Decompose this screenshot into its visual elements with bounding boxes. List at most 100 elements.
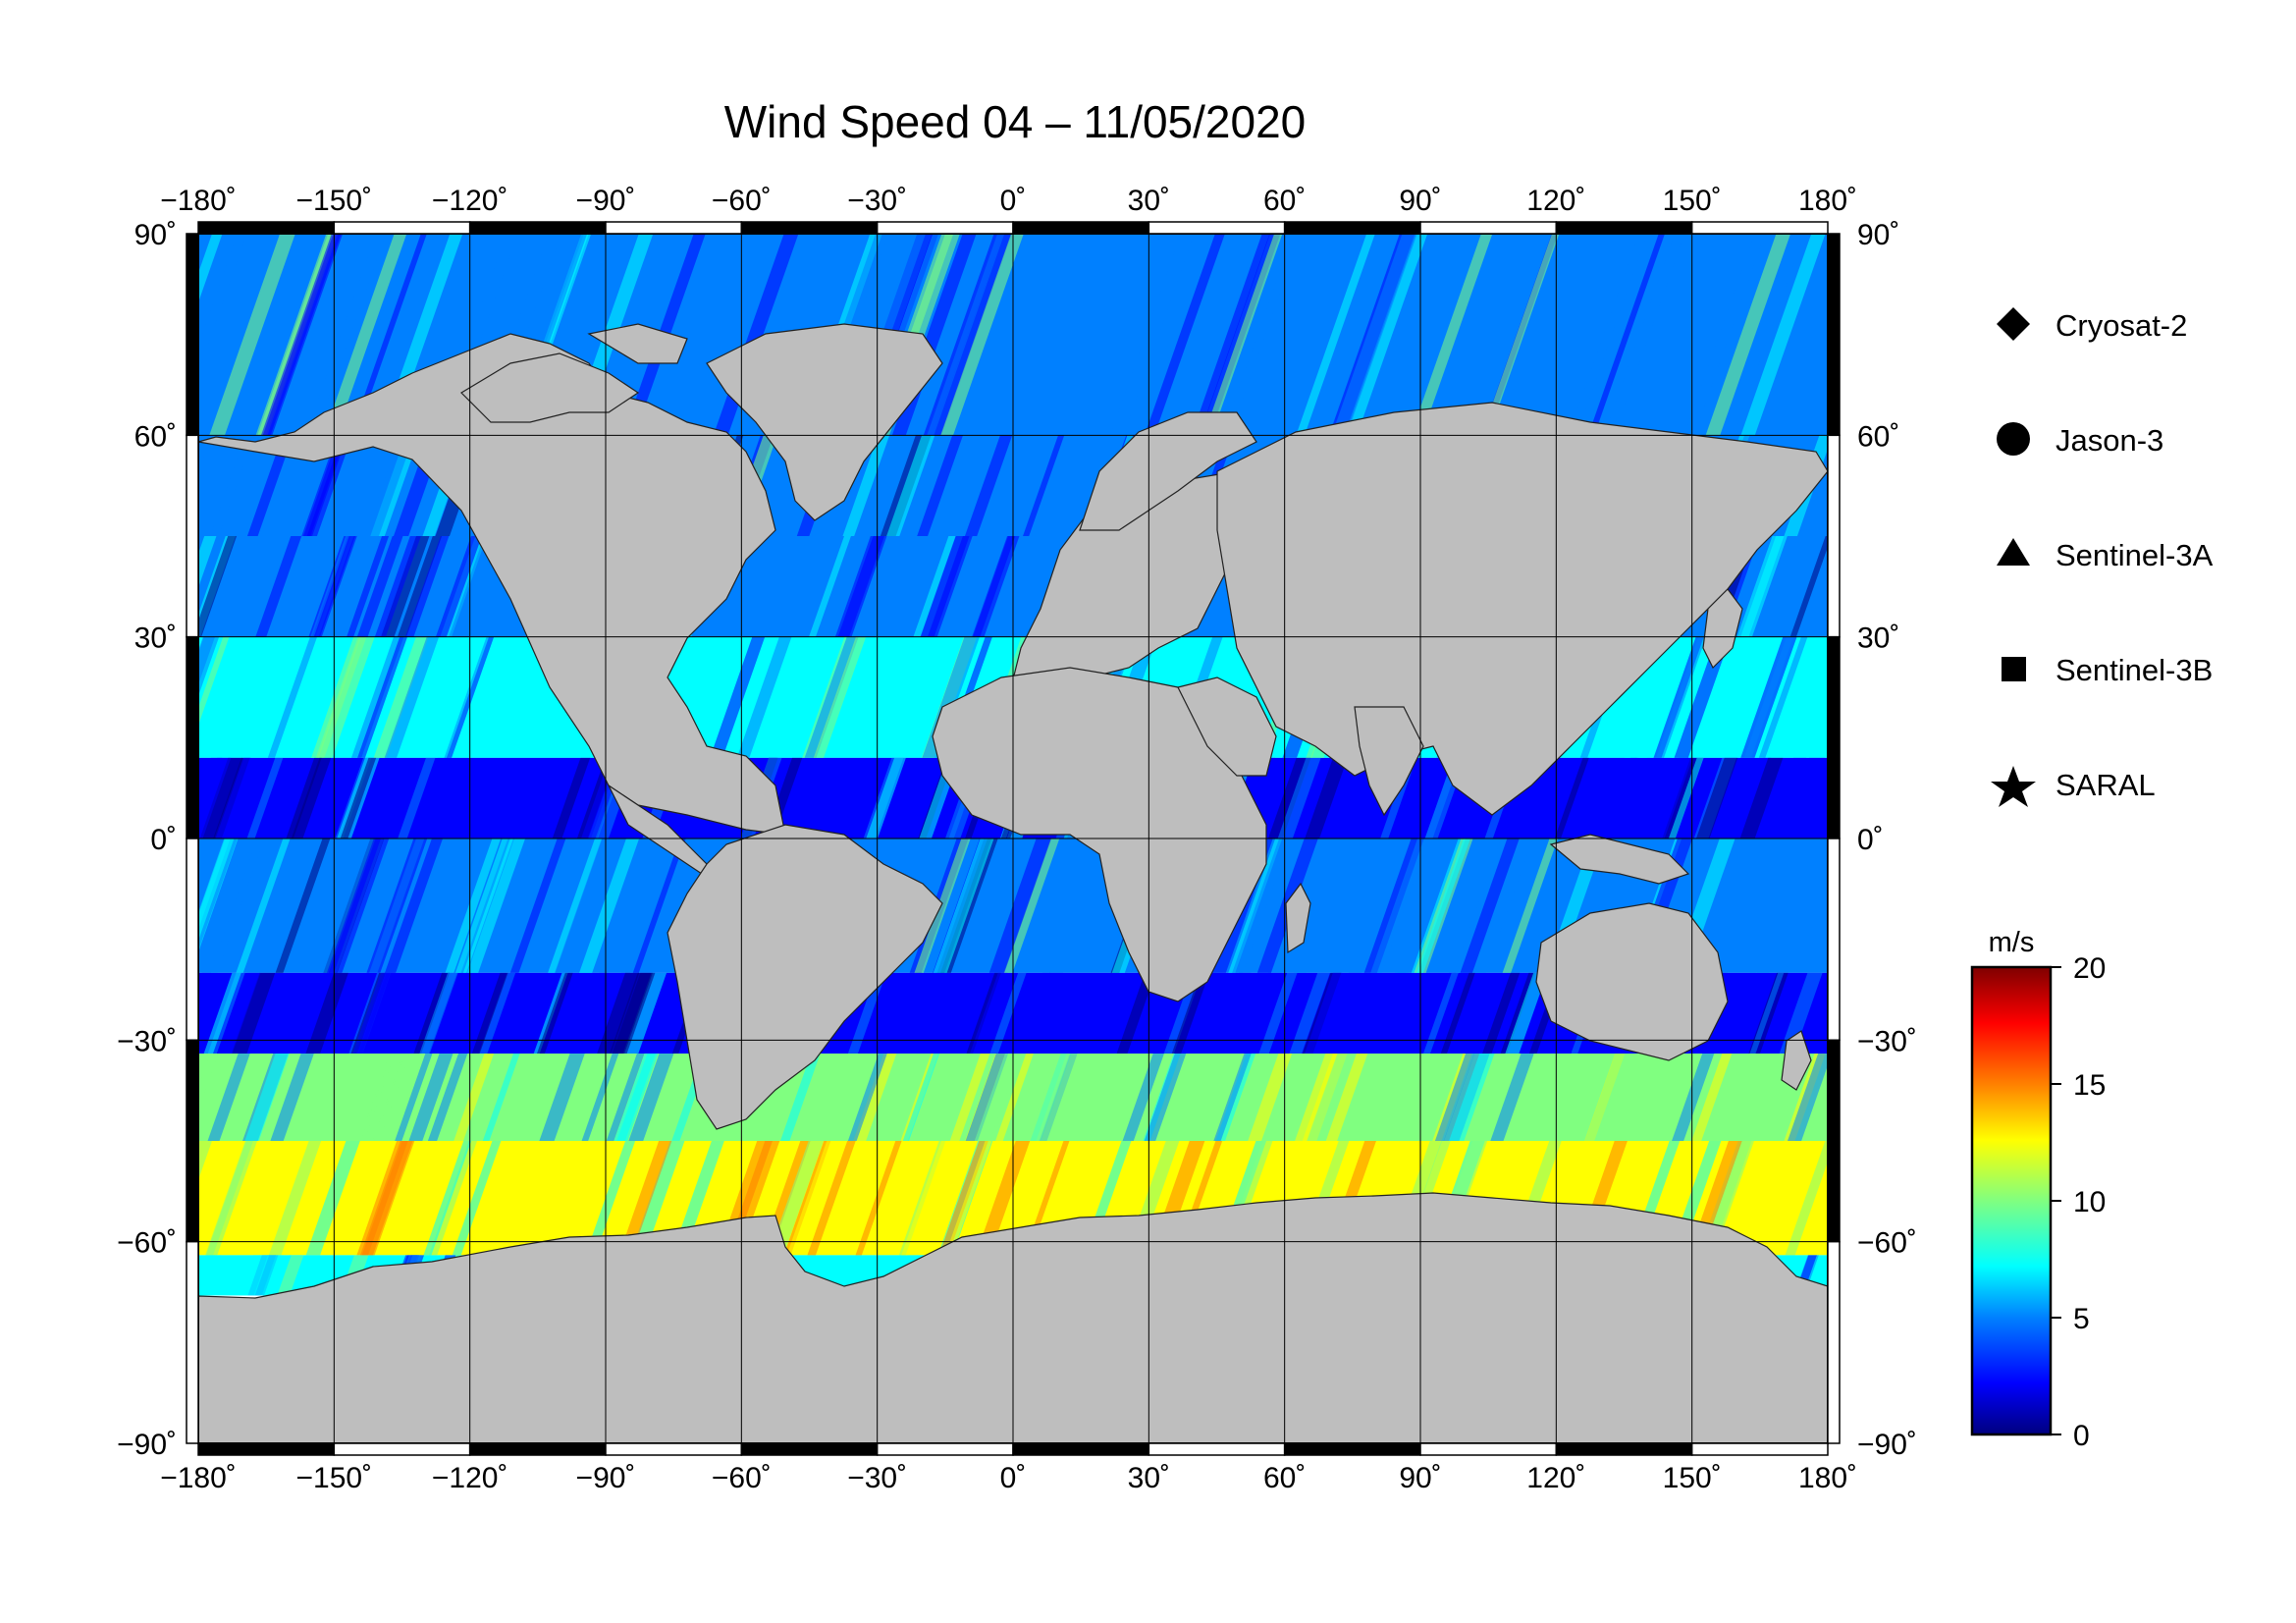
wind-swath xyxy=(286,757,322,839)
wind-swath xyxy=(408,1054,454,1141)
wind-swath xyxy=(1003,839,1060,973)
colorbar-tick-label: 5 xyxy=(2073,1303,2090,1335)
wind-swath xyxy=(373,636,429,758)
wind-swath xyxy=(1449,1054,1495,1141)
wind-swath xyxy=(323,234,407,436)
wind-swath xyxy=(1296,234,1375,436)
longitude-labels-bottom: −180˚ −150˚ −120˚ −90˚ −60˚ −30˚ 0˚ 30˚ 60˚ 90˚ 12… xyxy=(160,1462,1857,1494)
wind-swath xyxy=(923,234,1004,436)
wind-swath xyxy=(361,1141,413,1256)
legend-label: Sentinel-3B xyxy=(2056,653,2213,687)
wind-swath xyxy=(1191,234,1270,436)
latitude-labels-right: 90˚ 60˚ 30˚ 0˚ −30˚ −60˚ −90˚ xyxy=(1857,219,1917,1461)
wind-swath xyxy=(710,636,766,758)
tick-label: −90˚ xyxy=(576,185,636,217)
wind-swath xyxy=(1213,1054,1252,1141)
wind-swath xyxy=(1460,839,1520,973)
wind-swath xyxy=(408,757,449,839)
wind-swath xyxy=(847,972,886,1055)
wind-swath xyxy=(306,435,352,536)
wind-swath xyxy=(1734,234,1813,436)
wind-swath xyxy=(917,435,963,536)
wind-swath xyxy=(1502,839,1559,973)
wind-swath xyxy=(199,757,242,839)
wind-swath xyxy=(1788,1054,1828,1141)
wind-swath xyxy=(629,1141,685,1256)
wind-swath xyxy=(913,536,956,637)
wind-swath xyxy=(1440,972,1475,1055)
wind-swath xyxy=(884,972,923,1055)
wind-swath xyxy=(901,1141,957,1256)
latitude-labels-left: 90˚ 60˚ 30˚ 0˚ −30˚ −60˚ −90˚ xyxy=(117,219,177,1461)
wind-swath xyxy=(779,1054,821,1141)
wind-swath xyxy=(933,234,1012,436)
tick-label: 30˚ xyxy=(1128,185,1170,217)
wind-swath xyxy=(552,757,591,839)
wind-swath xyxy=(1650,757,1693,839)
wind-swath xyxy=(1122,1054,1164,1141)
wind-swath xyxy=(1779,972,1823,1055)
wind-swath xyxy=(808,1054,849,1141)
wind-swath xyxy=(1163,972,1202,1055)
frame-bar xyxy=(1283,1442,1421,1456)
wind-swath xyxy=(1110,234,1195,436)
frame-bar xyxy=(186,838,199,1042)
wind-swath xyxy=(579,839,640,973)
wind-swath xyxy=(1041,234,1120,436)
wind-swath xyxy=(618,1141,672,1256)
wind-swath xyxy=(606,1054,645,1141)
longitude-labels-top: −180˚ −150˚ −120˚ −90˚ −60˚ −30˚ 0˚ 30˚ 60˚ 90˚ 12… xyxy=(160,185,1857,217)
wind-swath xyxy=(305,234,387,436)
wind-swath xyxy=(305,972,348,1055)
wind-swath xyxy=(807,1141,856,1256)
wind-swath xyxy=(198,972,212,1010)
tick-label: 90˚ xyxy=(1399,185,1441,217)
wind-swath xyxy=(206,1141,258,1256)
tick-label: 30˚ xyxy=(1128,1462,1170,1494)
wind-swath xyxy=(231,972,276,1055)
graticule xyxy=(198,234,1828,1443)
wind-swath xyxy=(275,839,331,973)
wind-swath xyxy=(236,839,291,973)
tick-label: −30˚ xyxy=(1857,1025,1917,1057)
wind-swath xyxy=(471,972,508,1055)
tick-label: 180˚ xyxy=(1798,1462,1857,1494)
tick-label: 120˚ xyxy=(1526,185,1585,217)
frame-bar xyxy=(186,233,199,437)
wind-swath xyxy=(1739,757,1784,839)
wind-swath xyxy=(305,1141,360,1256)
wind-swath xyxy=(1387,234,1468,436)
wind-swath xyxy=(1789,536,1828,637)
wind-swath xyxy=(1116,972,1156,1055)
wind-swath xyxy=(246,757,284,839)
wind-swath xyxy=(267,636,318,758)
wind-swath xyxy=(944,1141,992,1256)
wind-swath xyxy=(601,1141,654,1256)
frame-bar xyxy=(1827,233,1841,437)
wind-swath xyxy=(1674,636,1731,758)
tick-label: 0˚ xyxy=(1000,185,1027,217)
wind-swath xyxy=(1740,536,1785,637)
wind-swath xyxy=(203,972,241,1055)
legend-item-sentinel-3b: Sentinel-3B xyxy=(2002,653,2213,687)
wind-swath xyxy=(253,1255,284,1296)
frame-bar xyxy=(605,221,743,235)
frame-bar xyxy=(605,1442,743,1456)
frame-bar xyxy=(197,1442,336,1456)
wind-swath xyxy=(581,1054,619,1141)
wind-swath xyxy=(1320,972,1362,1055)
wind-swath xyxy=(1345,234,1428,436)
new-zealand xyxy=(1781,1030,1812,1091)
wind-swath xyxy=(786,1141,835,1256)
colorbar-tick-label: 0 xyxy=(2073,1420,2090,1452)
frame-bar xyxy=(1827,635,1841,839)
frame-bar xyxy=(186,434,199,638)
wind-swath xyxy=(210,839,265,973)
frame-bar xyxy=(1690,221,1829,235)
frame-bar xyxy=(1827,838,1841,1042)
tick-label: 0˚ xyxy=(150,824,177,856)
wind-swath xyxy=(198,636,220,697)
frame-bar xyxy=(333,221,471,235)
wind-swath xyxy=(902,1054,940,1141)
tick-label: −150˚ xyxy=(296,1462,373,1494)
